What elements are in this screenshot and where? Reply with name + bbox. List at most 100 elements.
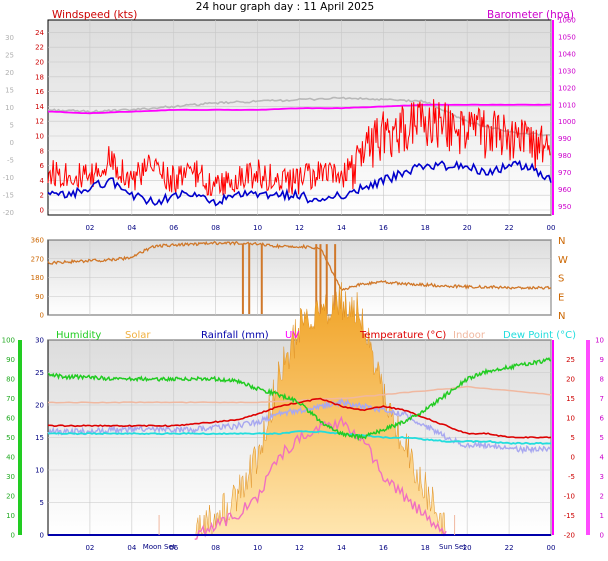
x-tick-label: 00	[547, 224, 556, 232]
gust-line	[47, 99, 551, 196]
humidity-tick-label: 70	[6, 395, 15, 403]
baro-tick-label: 990	[558, 135, 571, 143]
uv-tick-label: 10	[595, 337, 604, 345]
compass-tick-label: N	[558, 236, 565, 247]
direction-tick-label: 90	[35, 293, 44, 301]
uv-tick-label: 1	[600, 512, 604, 520]
rain-tick-label: 10	[35, 467, 44, 475]
outer-tick-label: 15	[5, 87, 14, 95]
wind-tick-label: 2	[40, 192, 44, 200]
wind-legend: Windspeed (kts)	[52, 9, 137, 21]
x-tick-label: 04	[127, 224, 136, 232]
humidity-line	[47, 356, 552, 442]
temperature-line	[48, 397, 552, 439]
baro-tick-label: 960	[558, 186, 571, 194]
x-tick-label: 16	[379, 224, 388, 232]
wind-tick-label: 4	[40, 177, 45, 185]
outer-tick-label: 25	[5, 52, 14, 60]
rain-tick-label: 5	[40, 499, 44, 507]
rain-tick-label: 15	[35, 434, 44, 442]
uv-tick-label: 2	[600, 493, 604, 501]
moon-set-label: Moon Set	[143, 543, 176, 551]
rain-tick-label: 30	[35, 337, 44, 345]
outer-tick-label: -20	[3, 209, 14, 217]
temp-tick-label: -20	[564, 532, 575, 540]
outer-tick-label: -5	[7, 157, 14, 165]
uv-tick-label: 5	[600, 434, 604, 442]
uv-tick-label: 8	[600, 376, 604, 384]
baro-tick-label: 1030	[558, 67, 576, 75]
direction-tick-label: 360	[31, 237, 44, 245]
plot-series	[47, 96, 552, 540]
baro-tick-label: 970	[558, 169, 571, 177]
baro-tick-label: 1000	[558, 118, 576, 126]
graph-title: 24 hour graph day : 11 April 2025	[196, 1, 374, 13]
wind-tick-label: 12	[35, 118, 44, 126]
outer-tick-label: 10	[5, 104, 14, 112]
rain-tick-label: 20	[35, 402, 44, 410]
x-tick-label: 18	[421, 224, 430, 232]
x-tick-label: 14	[337, 224, 346, 232]
x-tick-label: 08	[211, 544, 220, 552]
baro-tick-label: 1010	[558, 101, 576, 109]
temp-tick-label: 0	[571, 454, 575, 462]
x-tick-label: 12	[295, 224, 304, 232]
uv-tick-label: 0	[600, 532, 604, 540]
outer-tick-label: -15	[3, 192, 14, 200]
x-tick-label: 20	[463, 224, 472, 232]
wind-tick-label: 6	[40, 162, 45, 170]
wind-tick-label: 24	[35, 29, 44, 37]
x-tick-label: 00	[547, 544, 556, 552]
x-tick-label: 02	[85, 224, 94, 232]
wind-tick-label: 20	[35, 59, 44, 67]
uv-tick-label: 6	[600, 415, 605, 423]
wind-tick-label: 0	[40, 207, 44, 215]
x-tick-label: 12	[295, 544, 304, 552]
direction-tick-label: 270	[31, 255, 44, 263]
wind-tick-label: 22	[35, 44, 44, 52]
legend-rainfall-mm-: Rainfall (mm)	[201, 330, 269, 341]
dew-point-line	[47, 430, 552, 445]
outer-tick-label: 30	[5, 34, 14, 42]
baro-line	[48, 103, 552, 115]
outer-tick-label: 20	[5, 69, 14, 77]
humidity-scale-bar	[18, 340, 22, 535]
legend-solar: Solar	[125, 330, 151, 341]
humidity-tick-label: 50	[6, 434, 15, 442]
direction-tick-label: 180	[31, 274, 44, 282]
humidity-tick-label: 30	[6, 473, 15, 481]
rain-tick-label: 0	[40, 532, 44, 540]
x-tick-label: 18	[421, 544, 430, 552]
rain-tick-label: 25	[35, 369, 44, 377]
wind-tick-label: 16	[35, 88, 44, 96]
sun-set-label: Sun Set	[439, 543, 466, 551]
uv-tick-label: 7	[600, 395, 604, 403]
x-tick-label: 02	[85, 544, 94, 552]
compass-tick-label: S	[558, 274, 564, 285]
legend-indoor: Indoor	[453, 330, 486, 341]
wind-tick-label: 8	[40, 147, 44, 155]
baro-grey-line	[47, 96, 552, 137]
baro-tick-label: 980	[558, 152, 571, 160]
direction-tick-label: 0	[40, 312, 44, 320]
outer-tick-label: -10	[3, 174, 14, 182]
x-tick-label: 10	[253, 544, 262, 552]
wind-line	[47, 159, 552, 207]
wind-tick-label: 10	[35, 133, 44, 141]
baro-tick-label: 1020	[558, 84, 576, 92]
x-tick-label: 22	[505, 544, 514, 552]
uv-tick-label: 3	[600, 473, 604, 481]
compass-tick-label: N	[558, 311, 565, 322]
x-tick-label: 04	[127, 544, 136, 552]
outer-tick-label: 5	[10, 122, 14, 130]
temp-tick-label: 5	[571, 434, 575, 442]
uv-line	[194, 415, 447, 540]
wind-tick-label: 14	[35, 103, 44, 111]
temp-tick-label: 10	[566, 415, 575, 423]
temp-tick-label: 25	[566, 356, 575, 364]
legend-dew-point-c-: Dew Point (°C)	[503, 330, 576, 341]
x-tick-label: 22	[505, 224, 514, 232]
x-tick-label: 20	[463, 544, 472, 552]
x-tick-label: 06	[169, 224, 178, 232]
humidity-tick-label: 40	[6, 454, 15, 462]
